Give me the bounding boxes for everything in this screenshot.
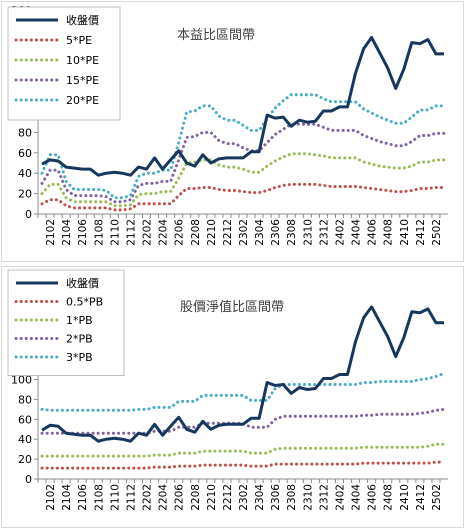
series-line-0 bbox=[41, 305, 444, 443]
y-tick-label: 60 bbox=[18, 147, 32, 160]
x-tick-label: 2312 bbox=[318, 484, 330, 511]
x-tick-label: 2310 bbox=[302, 219, 314, 246]
pb-band-chart-svg: 0204060801001201401601802002102210421062… bbox=[7, 269, 448, 511]
x-tick-label: 2410 bbox=[399, 219, 411, 246]
y-tick-label: 60 bbox=[18, 413, 32, 426]
legend-label: 收盤價 bbox=[66, 276, 99, 290]
x-tick-label: 2202 bbox=[142, 219, 154, 246]
x-tick-label: 2304 bbox=[254, 484, 266, 511]
x-tick-label: 2208 bbox=[190, 484, 202, 511]
series-line-1 bbox=[40, 460, 446, 470]
x-tick-label: 2412 bbox=[415, 219, 427, 246]
x-tick-label: 2304 bbox=[254, 219, 266, 246]
x-tick-label: 2208 bbox=[190, 219, 202, 246]
x-tick-label: 2410 bbox=[399, 484, 411, 511]
x-tick-label: 2302 bbox=[238, 219, 250, 246]
x-tick-label: 2210 bbox=[206, 219, 218, 246]
x-tick-label: 2310 bbox=[302, 484, 314, 511]
legend-label: 3*PB bbox=[66, 351, 93, 364]
y-tick-label: 80 bbox=[18, 393, 32, 406]
x-tick-label: 2202 bbox=[142, 484, 154, 511]
legend-label: 收盤價 bbox=[66, 13, 99, 27]
legend-label: 10*PE bbox=[66, 54, 99, 67]
series-line-1 bbox=[40, 182, 446, 212]
y-tick-label: 0 bbox=[25, 208, 32, 221]
pb-band-chart: 0204060801001201401601802002102210421062… bbox=[1, 266, 464, 528]
series-line-4 bbox=[40, 372, 446, 412]
series-line-2 bbox=[40, 152, 446, 208]
chart-title: 股價淨值比區間帶 bbox=[180, 299, 284, 315]
x-tick-label: 2412 bbox=[415, 484, 427, 511]
legend-label: 1*PB bbox=[66, 314, 93, 327]
legend-label: 0.5*PB bbox=[66, 296, 103, 309]
x-tick-label: 2308 bbox=[286, 484, 298, 511]
series-line-3 bbox=[40, 407, 446, 435]
x-tick-label: 2408 bbox=[383, 219, 395, 246]
x-tick-label: 2302 bbox=[238, 484, 250, 511]
x-tick-label: 2406 bbox=[367, 219, 379, 246]
y-tick-label: 20 bbox=[18, 453, 32, 466]
y-tick-label: 40 bbox=[18, 167, 32, 180]
legend-label: 2*PB bbox=[66, 333, 93, 346]
series-line-0 bbox=[41, 36, 444, 177]
x-tick-label: 2502 bbox=[431, 484, 443, 511]
x-tick-label: 2210 bbox=[206, 484, 218, 511]
x-tick-label: 2108 bbox=[93, 219, 105, 246]
x-tick-label: 2312 bbox=[318, 219, 330, 246]
y-tick-label: 100 bbox=[11, 374, 32, 387]
legend-label: 15*PE bbox=[66, 74, 99, 87]
x-tick-label: 2106 bbox=[77, 219, 89, 246]
x-tick-label: 2408 bbox=[383, 484, 395, 511]
x-tick-label: 2306 bbox=[270, 219, 282, 246]
x-tick-label: 2206 bbox=[174, 219, 186, 246]
x-tick-label: 2104 bbox=[61, 219, 73, 246]
x-tick-label: 2112 bbox=[125, 219, 137, 246]
x-tick-label: 2110 bbox=[109, 484, 121, 511]
x-tick-label: 2212 bbox=[222, 219, 234, 246]
pe-band-chart: 0204060801001201401601802002102210421062… bbox=[1, 1, 464, 262]
x-tick-label: 2402 bbox=[334, 219, 346, 246]
x-tick-label: 2406 bbox=[367, 484, 379, 511]
x-tick-label: 2102 bbox=[45, 484, 57, 511]
series-line-3 bbox=[40, 122, 446, 204]
x-tick-label: 2306 bbox=[270, 484, 282, 511]
y-tick-label: 0 bbox=[25, 473, 32, 486]
x-tick-label: 2104 bbox=[61, 484, 73, 511]
x-tick-label: 2206 bbox=[174, 484, 186, 511]
series-line-2 bbox=[40, 442, 446, 458]
legend-label: 20*PE bbox=[66, 94, 99, 107]
y-tick-label: 80 bbox=[18, 126, 32, 139]
x-tick-label: 2404 bbox=[351, 484, 363, 511]
series-line-4 bbox=[40, 93, 446, 200]
y-tick-label: 20 bbox=[18, 188, 32, 201]
x-tick-label: 2110 bbox=[109, 219, 121, 246]
chart-title: 本益比區間帶 bbox=[177, 28, 255, 43]
x-tick-label: 2102 bbox=[45, 219, 57, 246]
x-tick-label: 2502 bbox=[431, 219, 443, 246]
x-tick-label: 2404 bbox=[351, 219, 363, 246]
x-tick-label: 2212 bbox=[222, 484, 234, 511]
legend-label: 5*PE bbox=[66, 34, 92, 47]
legend-box bbox=[7, 6, 121, 121]
x-tick-label: 2108 bbox=[93, 484, 105, 511]
x-tick-label: 2112 bbox=[125, 484, 137, 511]
x-tick-label: 2204 bbox=[158, 219, 170, 246]
x-tick-label: 2204 bbox=[158, 484, 170, 511]
y-tick-label: 40 bbox=[18, 433, 32, 446]
x-tick-label: 2402 bbox=[334, 484, 346, 511]
x-tick-label: 2308 bbox=[286, 219, 298, 246]
x-tick-label: 2106 bbox=[77, 484, 89, 511]
pe-band-chart-svg: 0204060801001201401601802002102210421062… bbox=[7, 4, 448, 246]
